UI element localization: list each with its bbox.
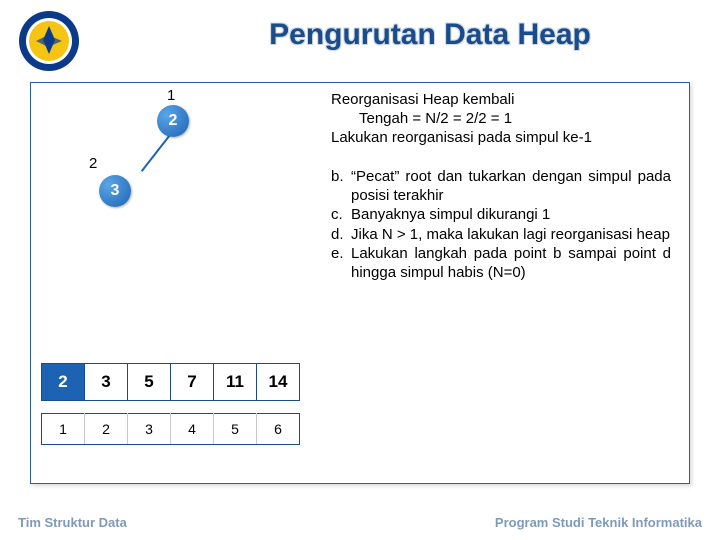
- array-values-row: 2 3 5 7 11 14: [42, 364, 300, 401]
- steps-list: b. “Pecat” root dan tukarkan dengan simp…: [331, 167, 671, 282]
- step-e: e. Lakukan langkah pada point b sampai p…: [331, 244, 671, 282]
- footer-left: Tim Struktur Data: [18, 515, 127, 530]
- idx-6: 6: [257, 414, 300, 445]
- array-table: 2 3 5 7 11 14 1 2 3 4 5 6: [41, 363, 300, 445]
- page-title: Pengurutan Data Heap: [160, 18, 700, 52]
- step-c: c. Banyaknya simpul dikurangi 1: [331, 205, 671, 224]
- tree-index-2: 2: [89, 155, 97, 172]
- idx-1: 1: [42, 414, 85, 445]
- idx-3: 3: [128, 414, 171, 445]
- reorg-line3: Lakukan reorganisasi pada simpul ke-1: [331, 129, 679, 148]
- array-index-row: 1 2 3 4 5 6: [42, 414, 300, 445]
- content-panel: 1 2 2 3 Reorganisasi Heap kembali Tengah…: [30, 82, 690, 484]
- university-logo-icon: [18, 10, 80, 72]
- tree-index-1: 1: [167, 87, 175, 104]
- footer-right: Program Studi Teknik Informatika: [495, 515, 702, 530]
- idx-5: 5: [214, 414, 257, 445]
- cell-1: 2: [42, 364, 85, 401]
- step-b: b. “Pecat” root dan tukarkan dengan simp…: [331, 167, 671, 205]
- cell-2: 3: [85, 364, 128, 401]
- reorg-text: Reorganisasi Heap kembali Tengah = N/2 =…: [331, 91, 679, 147]
- tree-node-root: 2: [157, 105, 189, 137]
- cell-3: 5: [128, 364, 171, 401]
- tree-edge: [141, 133, 172, 172]
- idx-2: 2: [85, 414, 128, 445]
- header-region: Pengurutan Data Heap: [0, 12, 720, 62]
- cell-6: 14: [257, 364, 300, 401]
- tree-node-left: 3: [99, 175, 131, 207]
- reorg-line2: Tengah = N/2 = 2/2 = 1: [331, 110, 679, 129]
- step-d: d. Jika N > 1, maka lakukan lagi reorgan…: [331, 225, 671, 244]
- reorg-line1: Reorganisasi Heap kembali: [331, 91, 679, 110]
- idx-4: 4: [171, 414, 214, 445]
- cell-5: 11: [214, 364, 257, 401]
- slide-container: Pengurutan Data Heap 1 2 2 3 Reorganisas…: [0, 0, 720, 540]
- cell-4: 7: [171, 364, 214, 401]
